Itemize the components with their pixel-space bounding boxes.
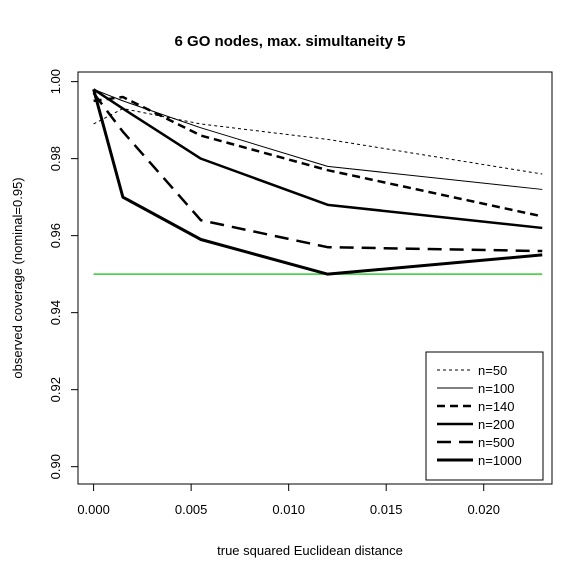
y-tick-label: 0.90 [48,454,63,479]
x-tick-label: 0.020 [467,502,500,517]
series-line-n100 [93,88,543,190]
legend-label: n=50 [478,363,507,378]
x-axis-label: true squared Euclidean distance [217,543,403,558]
x-tick-label: 0.015 [370,502,403,517]
y-tick-label: 0.96 [48,223,63,248]
y-tick-label: 0.92 [48,377,63,402]
x-tick-label: 0.005 [175,502,208,517]
legend-label: n=500 [478,435,515,450]
y-axis-label: observed coverage (nominal=0.95) [10,177,25,378]
x-tick-label: 0.010 [272,502,305,517]
legend-label: n=1000 [478,453,522,468]
series-line-n200 [92,88,543,230]
series-line-n500 [92,92,543,253]
y-tick-label: 1.00 [48,69,63,94]
y-tick-label: 0.98 [48,146,63,171]
x-tick-label: 0.000 [77,502,110,517]
series-lines [92,88,543,276]
series-line-n50 [93,108,543,175]
legend-label: n=200 [478,417,515,432]
y-axis: 0.90 0.92 0.94 0.96 0.98 1.00 [48,69,79,479]
legend: n=50 n=100 n=140 n=200 n=500 n=1000 [425,351,544,481]
legend-label: n=140 [478,399,515,414]
x-axis: 0.000 0.005 0.010 0.015 0.020 [77,483,500,517]
y-tick-label: 0.94 [48,300,63,325]
chart-title: 6 GO nodes, max. simultaneity 5 [175,33,406,50]
series-line-n1000 [92,88,543,276]
legend-label: n=100 [478,381,515,396]
series-line-n140 [93,95,543,218]
